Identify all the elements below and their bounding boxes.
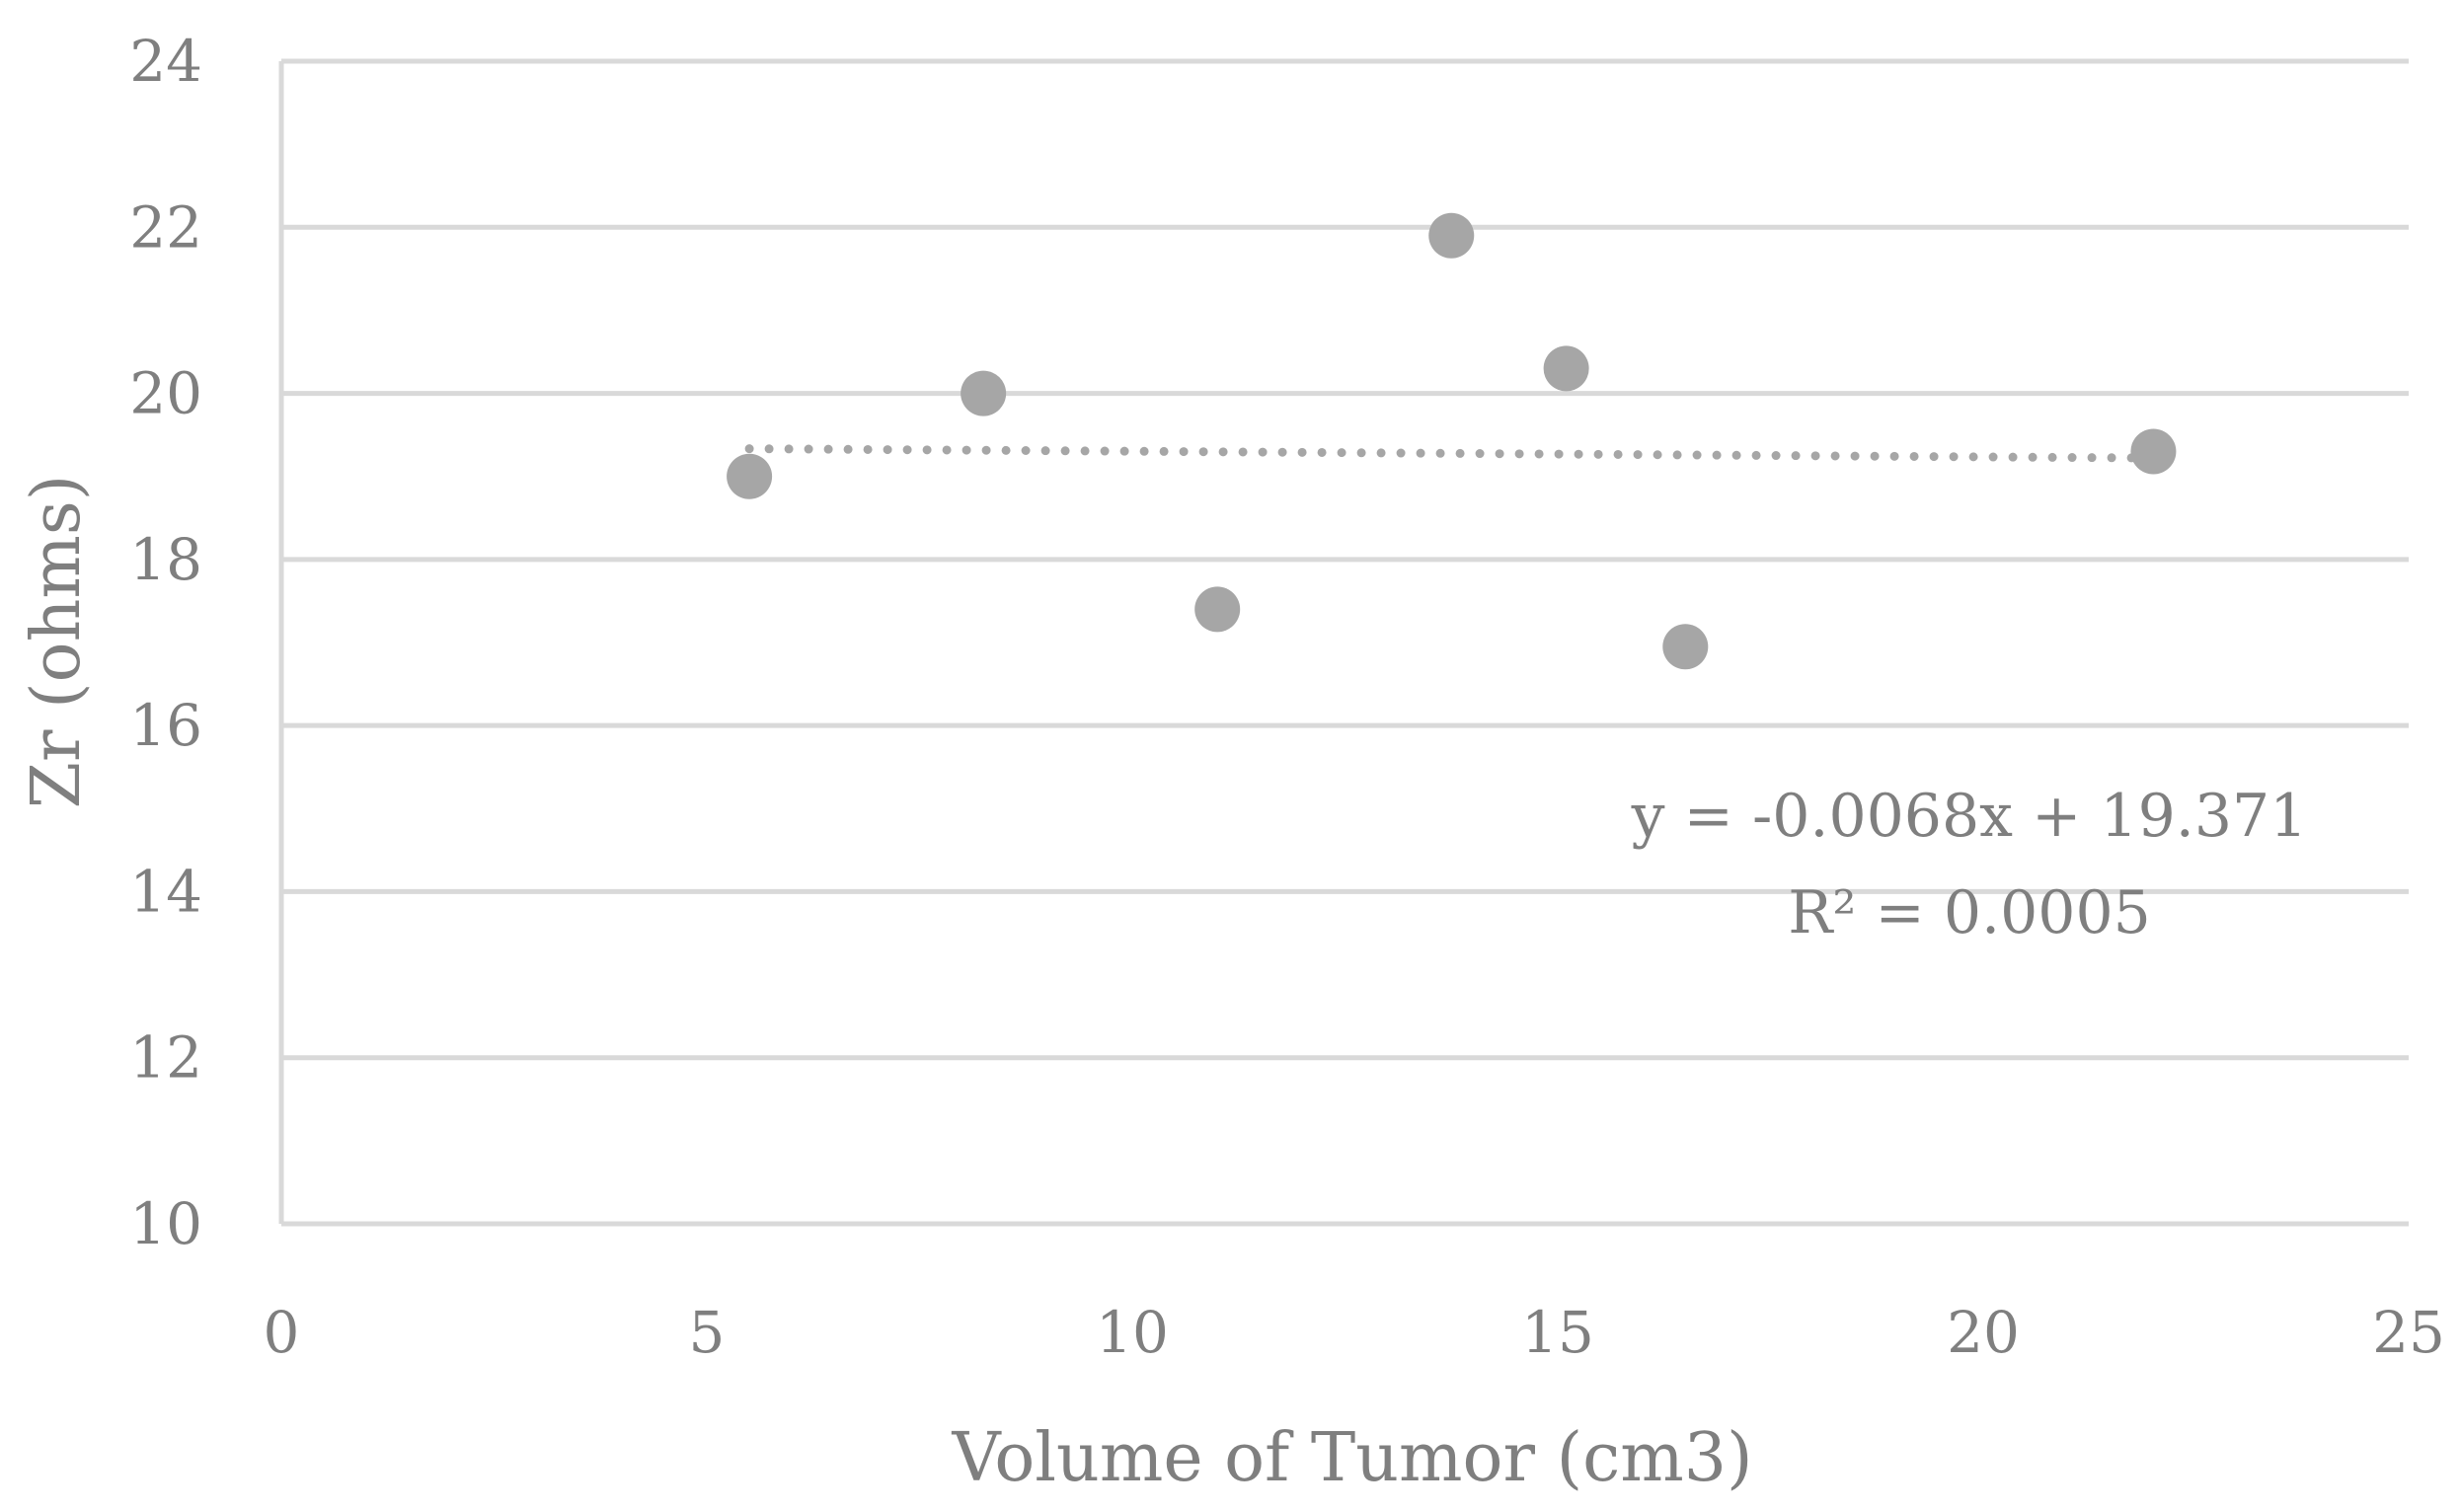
trendline [744, 444, 2158, 463]
x-tick-label-10: 10 [1096, 1299, 1169, 1366]
y-tick-label-14: 14 [129, 858, 202, 925]
x-tick-labels: 0 5 10 15 20 25 [264, 1299, 2445, 1366]
y-tick-label-12: 12 [129, 1024, 202, 1092]
trendline-r-squared: R² = 0.0005 [1788, 878, 2151, 947]
trendline-equation: y = -0.0068x + 19.371 [1631, 782, 2308, 851]
x-tick-label-20: 20 [1947, 1299, 2020, 1366]
gridlines [281, 58, 2409, 1061]
y-tick-label-20: 20 [129, 360, 202, 427]
data-point [2130, 428, 2177, 475]
y-tick-label-24: 24 [129, 28, 202, 95]
y-tick-label-10: 10 [129, 1190, 202, 1257]
y-tick-label-18: 18 [129, 526, 202, 593]
data-points [727, 212, 2177, 670]
y-tick-labels: 10 12 14 16 18 20 22 24 [129, 28, 202, 1257]
data-point [1194, 586, 1241, 633]
data-point [727, 453, 773, 499]
y-tick-label-16: 16 [129, 692, 202, 759]
data-point [1428, 212, 1475, 259]
data-point [961, 370, 1007, 416]
x-tick-label-0: 0 [264, 1299, 300, 1366]
data-point [1543, 345, 1589, 392]
x-tick-label-15: 15 [1521, 1299, 1594, 1366]
x-tick-label-5: 5 [689, 1299, 726, 1366]
x-tick-label-25: 25 [2372, 1299, 2445, 1366]
x-axis-title: Volume of Tumor (cm3) [952, 1419, 1753, 1497]
axes [278, 61, 2409, 1227]
trendline-path [744, 444, 2158, 463]
y-tick-label-22: 22 [129, 193, 202, 261]
data-point [1662, 624, 1709, 670]
y-axis-title: Zr (ohms) [18, 475, 96, 809]
